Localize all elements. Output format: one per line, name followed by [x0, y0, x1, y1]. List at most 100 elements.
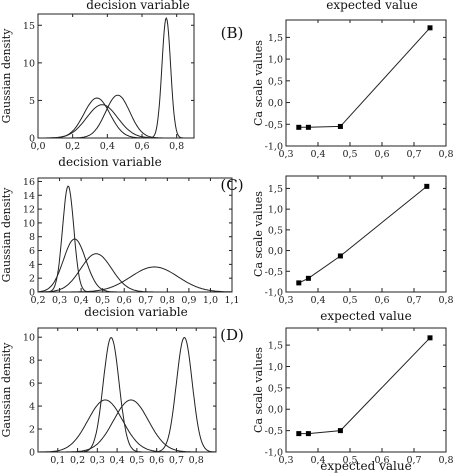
y-tick-label: 4 — [29, 402, 35, 413]
plot-frame — [285, 19, 447, 147]
y-tick-label: -1,0 — [265, 288, 283, 299]
x-tick-label: 0,7 — [406, 295, 421, 306]
y-tick-label: 1,0 — [268, 362, 283, 373]
y-axis-label: Gaussian density — [0, 342, 13, 438]
x-tick-label: 0,3 — [90, 455, 105, 466]
x-tick-label: 0,8 — [438, 455, 453, 466]
x-tick-label: 0,7 — [138, 295, 153, 306]
x-tick-label: 0,5 — [95, 295, 110, 306]
series-line — [298, 186, 428, 284]
y-axis-label: Gaussian density — [0, 28, 13, 124]
x-tick-label: 0,3 — [278, 295, 293, 306]
x-tick-label: 0,8 — [438, 149, 453, 160]
x-tick-label: 0,4 — [110, 455, 125, 466]
data-point — [337, 253, 343, 259]
panel-label: (C) — [220, 176, 243, 194]
density-curve — [38, 16, 194, 139]
y-tick-label: 0,0 — [268, 98, 283, 109]
y-tick-label: 12 — [23, 205, 35, 216]
y-tick-label: 1,5 — [268, 184, 283, 195]
x-tick-label: 0,5 — [342, 149, 357, 160]
y-tick-label: 6 — [29, 246, 35, 257]
y-axis-label: Ca scale values — [252, 191, 265, 277]
density-curve — [38, 399, 216, 453]
x-tick-label: 1,1 — [224, 295, 239, 306]
x-tick-label: 0,6 — [374, 455, 389, 466]
x-tick-label: 0,5 — [129, 455, 144, 466]
x-axis-label: expected value — [320, 309, 411, 323]
y-tick-label: 0,0 — [268, 246, 283, 257]
x-tick-label: 0,7 — [406, 455, 421, 466]
data-point — [337, 123, 343, 129]
y-tick-label: -1,0 — [265, 142, 283, 153]
chart-D-left: 0,1 0,2 0,3 0,4 0,5 0,6 0,7 0,8 0 2 4 6 8 10 — [23, 327, 217, 466]
series-line — [298, 27, 431, 128]
x-tick-label: 0,4 — [310, 455, 325, 466]
data-point — [296, 280, 302, 286]
density-curve — [38, 336, 217, 453]
chart-title: decision variable — [86, 0, 189, 12]
y-tick-label: 4 — [29, 260, 35, 271]
y-tick-label: 1,0 — [268, 55, 283, 66]
data-point — [296, 124, 302, 130]
data-point — [305, 124, 311, 130]
x-tick-label: 0,4 — [310, 295, 325, 306]
x-tick-label: 0,8 — [189, 455, 204, 466]
x-tick-label: 0,2 — [65, 141, 80, 152]
y-axis-label: Gaussian density — [0, 187, 13, 283]
y-tick-label: 2 — [29, 425, 35, 436]
x-tick-label: 0,6 — [374, 149, 389, 160]
density-curve — [38, 185, 232, 293]
y-tick-label: 0,5 — [268, 225, 283, 236]
y-tick-label: 0,5 — [268, 383, 283, 394]
x-tick-label: 0,3 — [52, 295, 67, 306]
x-tick-label: 1,0 — [203, 295, 218, 306]
y-tick-label: -0,5 — [265, 267, 283, 278]
y-tick-label: 0 — [29, 134, 35, 145]
x-tick-label: 0,3 — [278, 455, 293, 466]
x-tick-label: 0,6 — [374, 295, 389, 306]
x-tick-label: 0,6 — [117, 295, 132, 306]
y-tick-label: 8 — [29, 356, 35, 367]
x-tick-label: 0,2 — [70, 455, 85, 466]
y-tick-label: 0,0 — [268, 405, 283, 416]
density-curve — [38, 104, 194, 139]
plot-frame — [37, 177, 233, 293]
x-axis-label: expected value — [320, 459, 411, 473]
y-tick-label: 16 — [23, 177, 35, 188]
y-tick-label: 0,5 — [268, 76, 283, 87]
y-axis-label: Ca scale values — [252, 347, 265, 433]
data-point — [305, 431, 311, 437]
y-axis-label: Ca scale values — [252, 40, 265, 126]
y-tick-label: -1,0 — [265, 448, 283, 459]
data-point — [296, 431, 302, 437]
data-point — [427, 25, 433, 31]
y-tick-label: 14 — [23, 191, 35, 202]
y-tick-label: 10 — [23, 333, 35, 344]
plot-frame — [285, 175, 447, 293]
x-tick-label: 0,8 — [169, 141, 184, 152]
x-axis-label: decision variable — [58, 155, 161, 169]
x-tick-label: 0,7 — [169, 455, 184, 466]
x-tick-label: 0,5 — [342, 455, 357, 466]
data-point — [337, 428, 343, 434]
panel-label: (D) — [220, 326, 244, 344]
plot-frame — [285, 327, 447, 453]
x-tick-label: 0,4 — [310, 149, 325, 160]
y-tick-label: 8 — [29, 232, 35, 243]
plot-frame — [37, 327, 217, 453]
chart-C-left: 0,2 0,3 0,4 0,5 0,6 0,7 0,8 0,9 1,0 1,1 0 2 4 6 8 10 12 1… — [23, 177, 240, 306]
x-tick-label: 0,9 — [181, 295, 196, 306]
x-tick-label: 0,4 — [74, 295, 89, 306]
panel-label: (B) — [221, 24, 244, 42]
y-tick-label: 10 — [23, 58, 35, 69]
y-tick-label: 2 — [29, 274, 35, 285]
x-tick-label: 0,4 — [100, 141, 115, 152]
y-tick-label: 0 — [29, 448, 35, 459]
y-tick-label: 1,5 — [268, 33, 283, 44]
y-tick-label: -0,5 — [265, 426, 283, 437]
x-tick-label: 0,2 — [30, 295, 45, 306]
data-point — [427, 335, 433, 341]
x-tick-label: 0,6 — [134, 141, 149, 152]
